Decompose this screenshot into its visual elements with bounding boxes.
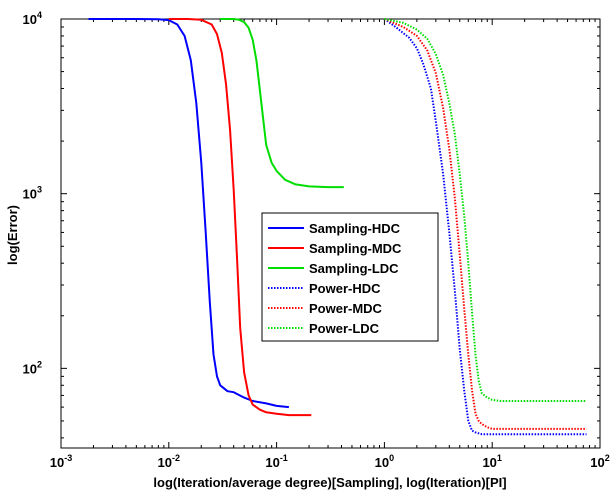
legend-label-sampling-mdc: Sampling-MDC <box>309 241 402 256</box>
y-axis-label: log(Error) <box>5 205 20 265</box>
legend-label-power-hdc: Power-HDC <box>309 281 381 296</box>
y-tick-label: 104 <box>23 10 42 27</box>
series-line-sampling-mdc <box>168 18 312 417</box>
series-line-power-ldc <box>384 18 587 402</box>
series-line-sampling-ldc <box>220 18 344 189</box>
series-line-power-hdc <box>383 18 587 436</box>
legend-label-power-ldc: Power-LDC <box>309 321 380 336</box>
legend: Sampling-HDC Sampling-MDC Sampling-LDC Powe… <box>261 212 439 342</box>
x-axis-label: log(Iteration/average degree)[Sampling],… <box>153 475 506 490</box>
y-tick-label: 102 <box>23 359 42 376</box>
x-tick-label: 102 <box>590 453 609 470</box>
legend-label-sampling-hdc: Sampling-HDC <box>309 221 401 236</box>
series-line-power-mdc <box>384 18 587 430</box>
x-tick-label: 10-2 <box>158 453 180 470</box>
legend-label-power-mdc: Power-MDC <box>309 301 383 316</box>
legend-box <box>261 212 439 342</box>
y-tick-label: 103 <box>23 185 42 202</box>
x-tick-label: 101 <box>482 453 501 470</box>
x-tick-label: 100 <box>375 453 394 470</box>
legend-label-sampling-ldc: Sampling-LDC <box>309 261 399 276</box>
x-tick-label: 10-3 <box>50 453 72 470</box>
x-tick-label: 10-1 <box>265 453 287 470</box>
series-layer <box>88 18 587 436</box>
